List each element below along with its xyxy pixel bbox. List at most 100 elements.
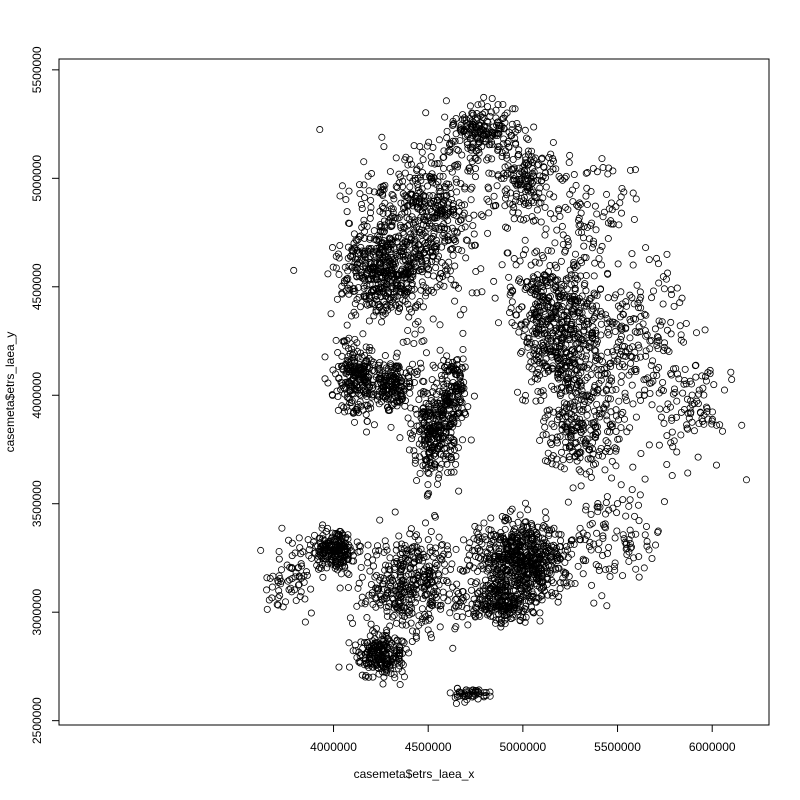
scatter-point (617, 378, 625, 386)
scatter-point (541, 423, 549, 431)
scatter-point (314, 542, 322, 550)
scatter-point (507, 615, 515, 623)
scatter-point (558, 222, 566, 230)
scatter-point (584, 455, 592, 463)
scatter-point (531, 291, 539, 299)
scatter-point (412, 581, 420, 589)
scatter-point (428, 376, 436, 384)
scatter-point (375, 393, 383, 401)
scatter-point (630, 215, 638, 223)
scatter-point (365, 591, 373, 599)
scatter-point (415, 395, 423, 403)
scatter-point (338, 352, 346, 360)
scatter-point (375, 285, 383, 293)
scatter-point (637, 396, 645, 404)
scatter-point (699, 384, 707, 392)
scatter-point (592, 433, 600, 441)
scatter-point (314, 565, 322, 573)
scatter-point (409, 575, 417, 583)
scatter-point (421, 592, 429, 600)
scatter-point (419, 230, 427, 238)
scatter-point (608, 474, 616, 482)
scatter-point (475, 554, 483, 562)
scatter-point (504, 249, 512, 257)
scatter-point (379, 205, 387, 213)
scatter-point (379, 680, 387, 688)
scatter-point (542, 225, 550, 233)
scatter-point (492, 616, 500, 624)
scatter-point (548, 454, 556, 462)
scatter-point (542, 539, 550, 547)
scatter-point (438, 375, 446, 383)
scatter-point (636, 328, 644, 336)
scatter-point (474, 156, 482, 164)
scatter-point (447, 454, 455, 462)
scatter-point (668, 416, 676, 424)
scatter-point (387, 423, 395, 431)
scatter-point (416, 142, 424, 150)
scatter-point (681, 365, 689, 373)
scatter-point (607, 363, 615, 371)
scatter-point (441, 211, 449, 219)
scatter-point (564, 315, 572, 323)
scatter-point (410, 339, 418, 347)
scatter-point (423, 142, 431, 150)
scatter-point (642, 311, 650, 319)
scatter-point (390, 643, 398, 651)
scatter-point (420, 450, 428, 458)
scatter-point (666, 403, 674, 411)
scatter-point (703, 408, 711, 416)
scatter-point (437, 371, 445, 379)
scatter-point (617, 288, 625, 296)
scatter-point (408, 280, 416, 288)
scatter-point (452, 356, 460, 364)
scatter-point (590, 540, 598, 548)
scatter-point (372, 373, 380, 381)
scatter-point (390, 670, 398, 678)
scatter-point (480, 93, 488, 101)
scatter-point (390, 288, 398, 296)
scatter-point (406, 257, 414, 265)
scatter-point (407, 276, 415, 284)
scatter-point (502, 516, 510, 524)
scatter-point (292, 597, 300, 605)
scatter-point (373, 551, 381, 559)
scatter-point (508, 538, 516, 546)
scatter-point (582, 442, 590, 450)
scatter-point (373, 266, 381, 274)
scatter-point (604, 328, 612, 336)
scatter-point (273, 601, 281, 609)
scatter-point (579, 327, 587, 335)
scatter-point (617, 481, 625, 489)
scatter-point (490, 539, 498, 547)
scatter-point (449, 435, 457, 443)
scatter-point (562, 378, 570, 386)
scatter-point (449, 251, 457, 259)
scatter-point (443, 265, 451, 273)
scatter-point (383, 669, 391, 677)
scatter-point (406, 565, 414, 573)
scatter-point (288, 552, 296, 560)
scatter-point (567, 281, 575, 289)
scatter-point (470, 392, 478, 400)
scatter-point (453, 595, 461, 603)
scatter-point (424, 217, 432, 225)
scatter-point (437, 441, 445, 449)
scatter-point (408, 548, 416, 556)
scatter-point (429, 571, 437, 579)
scatter-point (407, 525, 415, 533)
scatter-point (586, 468, 594, 476)
scatter-point (681, 377, 689, 385)
scatter-point (333, 541, 341, 549)
scatter-point (515, 328, 523, 336)
scatter-point (357, 638, 365, 646)
scatter-point (577, 382, 585, 390)
scatter-point (627, 368, 635, 376)
scatter-point (660, 285, 668, 293)
scatter-point (336, 584, 344, 592)
scatter-point (475, 149, 483, 157)
scatter-point (599, 358, 607, 366)
scatter-point (476, 546, 484, 554)
scatter-point (450, 436, 458, 444)
scatter-point (436, 554, 444, 562)
